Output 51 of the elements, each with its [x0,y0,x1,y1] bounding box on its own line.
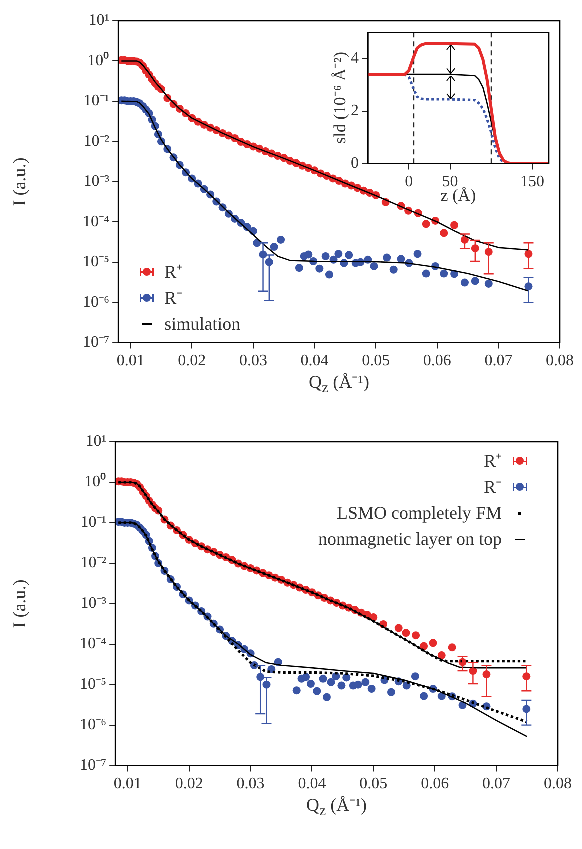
y-tick-label: 10¹ [88,12,110,30]
x-tick-label: 0.02 [175,776,204,793]
x-tick-label: 0.03 [236,776,265,793]
legend-label: R⁺ [484,450,502,473]
x-tick-label: 0.04 [300,352,329,370]
y-tick-label: 2 [351,102,359,120]
y-tick-label: 10⁻⁶ [80,716,107,734]
x-tick-label: 0.04 [298,776,326,793]
legend-label: simulation [164,312,241,336]
x-axis-title: Q$_{z}$ (Å⁻¹) [306,794,368,820]
y-tick-label: 10⁻⁵ [83,254,110,271]
legend-label: LSMO completely FM [337,502,502,525]
y-tick-label: 0 [351,155,359,172]
x-tick-label: 0.01 [114,776,142,793]
y-tick-label: 10¹ [86,433,107,450]
y-tick-label: 10⁰ [88,51,110,70]
y-axis-title: I (a.u.) [10,158,30,206]
y-tick-label: 10⁻⁵ [80,676,107,694]
y-tick-label: 10⁰ [84,472,107,491]
x-tick-label: 0.05 [360,776,388,793]
x-tick-label: 0.05 [362,352,390,370]
x-tick-label: 0.02 [178,352,206,370]
legend-label: R⁻ [484,476,502,499]
y-tick-label: 10⁻¹ [80,514,107,532]
x-tick-label: 0.08 [546,352,574,370]
x-tick-label: 0 [405,174,414,191]
y-tick-label: 10⁻¹ [84,92,110,110]
x-tick-label: 0.08 [544,776,572,793]
y-tick-label: 4 [351,50,359,68]
y-tick-label: 10⁻⁶ [83,294,110,311]
x-tick-label: 0.06 [423,352,452,370]
legend-label: R⁺ [164,260,183,284]
x-tick-label: 0.01 [116,352,145,370]
y-axis-title: I (a.u.) [10,580,30,628]
y-tick-label: 10⁻² [80,554,107,572]
y-tick-label: 10⁻³ [80,595,107,612]
y-tick-label: 10⁻³ [84,173,110,190]
y-axis-title: sld (10⁻⁶ Å⁻²) [330,52,350,144]
x-tick-label: 0.06 [421,776,450,793]
y-tick-label: 10⁻⁷ [83,334,110,352]
legend-label: nonmagnetic layer on top [318,528,502,551]
y-tick-label: 10⁻⁴ [80,636,107,653]
x-tick-label: 0.07 [482,776,511,793]
y-tick-label: 10⁻⁷ [80,757,107,774]
x-tick-label: 0.03 [239,352,268,370]
y-tick-label: 10⁻² [84,132,110,150]
legend-label: R⁻ [164,286,183,310]
y-tick-label: 10⁻⁴ [83,213,110,230]
x-tick-label: 0.07 [484,352,513,370]
x-tick-label: 150 [520,174,545,191]
x-axis-title: Q$_{z}$ (Å⁻¹) [309,370,370,398]
